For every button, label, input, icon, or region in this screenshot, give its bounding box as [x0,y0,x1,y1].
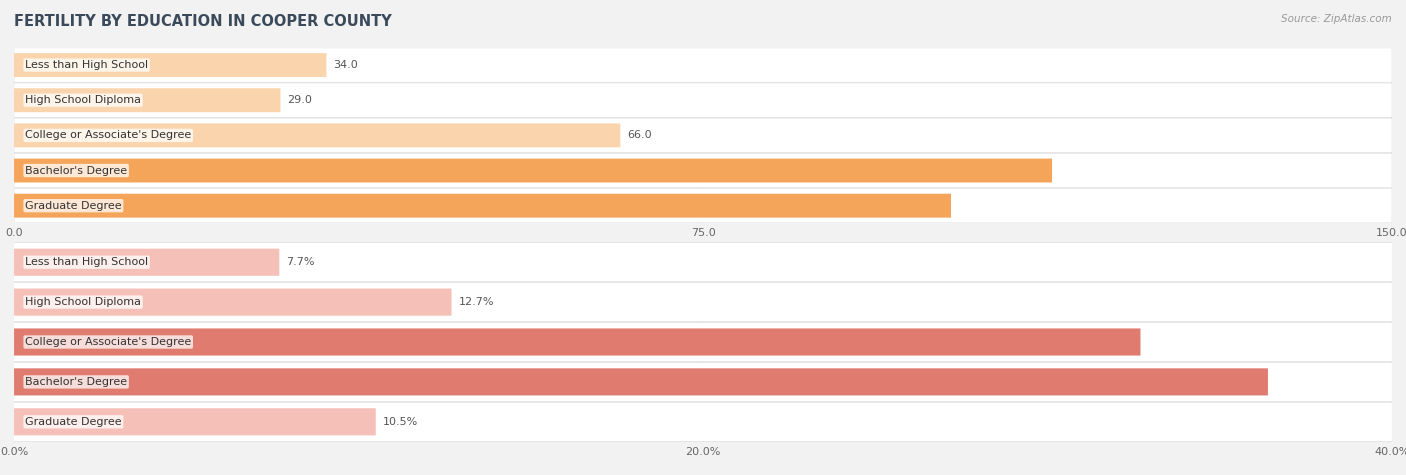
FancyBboxPatch shape [14,243,1392,282]
Text: 29.0: 29.0 [287,95,312,105]
Text: Less than High School: Less than High School [25,60,148,70]
FancyBboxPatch shape [14,153,1392,188]
FancyBboxPatch shape [14,48,1392,82]
Text: 34.0: 34.0 [333,60,359,70]
FancyBboxPatch shape [14,283,1392,322]
FancyBboxPatch shape [14,288,451,316]
Text: 7.7%: 7.7% [287,257,315,267]
Text: Graduate Degree: Graduate Degree [25,200,122,211]
Text: Bachelor's Degree: Bachelor's Degree [25,377,127,387]
Text: Bachelor's Degree: Bachelor's Degree [25,165,127,176]
FancyBboxPatch shape [14,159,1052,182]
Text: 36.4%: 36.4% [1275,377,1310,387]
FancyBboxPatch shape [14,328,1140,356]
Text: High School Diploma: High School Diploma [25,95,141,105]
FancyBboxPatch shape [14,124,620,147]
Text: College or Associate's Degree: College or Associate's Degree [25,130,191,141]
Text: Source: ZipAtlas.com: Source: ZipAtlas.com [1281,14,1392,24]
Text: College or Associate's Degree: College or Associate's Degree [25,337,191,347]
FancyBboxPatch shape [14,402,1392,441]
FancyBboxPatch shape [14,248,280,276]
Text: FERTILITY BY EDUCATION IN COOPER COUNTY: FERTILITY BY EDUCATION IN COOPER COUNTY [14,14,392,29]
FancyBboxPatch shape [14,53,326,77]
FancyBboxPatch shape [14,194,950,218]
FancyBboxPatch shape [14,189,1392,223]
Text: 113.0: 113.0 [1059,165,1091,176]
FancyBboxPatch shape [14,83,1392,117]
Text: 66.0: 66.0 [627,130,652,141]
Text: 32.7%: 32.7% [1147,337,1182,347]
Text: 12.7%: 12.7% [458,297,494,307]
Text: 10.5%: 10.5% [382,417,418,427]
Text: Less than High School: Less than High School [25,257,148,267]
Text: Graduate Degree: Graduate Degree [25,417,122,427]
FancyBboxPatch shape [14,362,1392,401]
FancyBboxPatch shape [14,118,1392,152]
FancyBboxPatch shape [14,368,1268,396]
Text: High School Diploma: High School Diploma [25,297,141,307]
FancyBboxPatch shape [14,408,375,436]
Text: 102.0: 102.0 [957,200,990,211]
FancyBboxPatch shape [14,323,1392,361]
FancyBboxPatch shape [14,88,280,112]
